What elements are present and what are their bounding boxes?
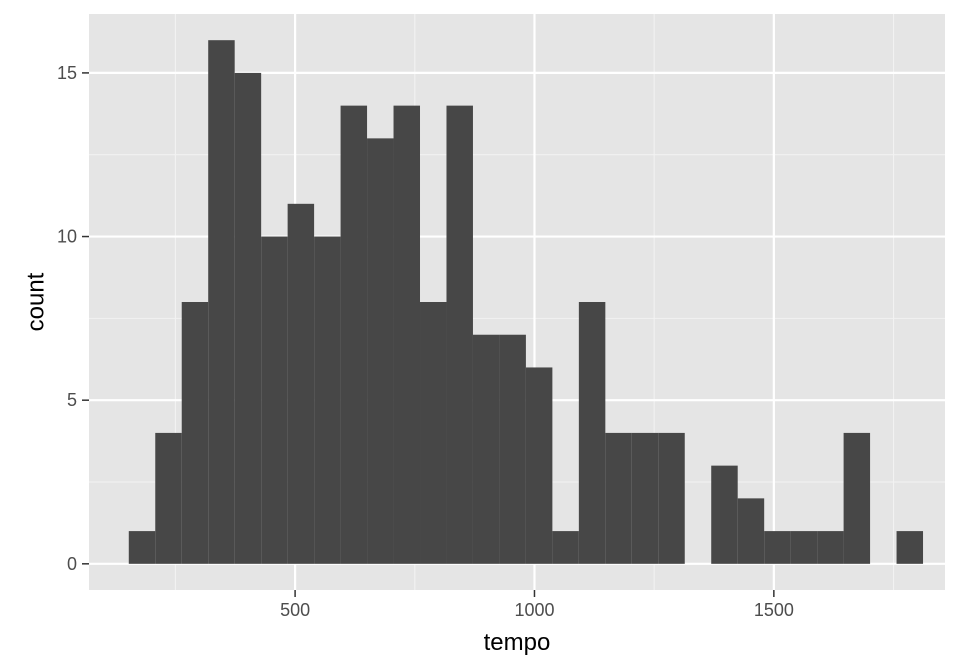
- y-axis-title: count: [22, 272, 49, 331]
- histogram-bar: [605, 432, 632, 564]
- x-tick-label: 1500: [754, 600, 794, 620]
- histogram-bar: [367, 138, 394, 564]
- histogram-bar: [737, 498, 765, 564]
- histogram-bars: [128, 40, 924, 564]
- histogram-bar: [658, 432, 685, 564]
- histogram-bar: [155, 432, 182, 564]
- x-tick-label: 500: [280, 600, 310, 620]
- histogram-bar: [552, 531, 579, 564]
- histogram-bar: [843, 432, 871, 564]
- histogram-bar: [340, 105, 368, 564]
- histogram-bar: [128, 531, 156, 564]
- histogram-bar: [446, 105, 473, 564]
- histogram-bar: [817, 531, 844, 564]
- x-tick-label: 1000: [514, 600, 554, 620]
- histogram-bar: [499, 334, 526, 564]
- histogram-bar: [181, 302, 209, 564]
- histogram-bar: [525, 367, 553, 564]
- y-tick-label: 0: [67, 554, 77, 574]
- histogram-bar: [314, 236, 341, 564]
- histogram-bar: [711, 465, 738, 564]
- x-axis: 500 1000 1500: [280, 590, 794, 620]
- y-tick-label: 15: [57, 63, 77, 83]
- histogram-bar: [208, 40, 235, 564]
- histogram-bar: [472, 334, 500, 564]
- x-axis-title: tempo: [484, 629, 551, 656]
- histogram-bar: [790, 531, 818, 564]
- y-tick-label: 10: [57, 227, 77, 247]
- histogram-bar: [420, 302, 447, 564]
- histogram-bar: [631, 432, 659, 564]
- histogram-bar: [393, 105, 421, 564]
- y-tick-label: 5: [67, 390, 77, 410]
- histogram-bar: [261, 236, 288, 564]
- y-axis: 0 5 10 15: [57, 63, 89, 574]
- histogram-bar: [287, 203, 315, 564]
- histogram-bar: [896, 531, 924, 564]
- histogram-bar: [764, 531, 791, 564]
- histogram-bar: [234, 72, 262, 564]
- histogram-bar: [578, 302, 606, 564]
